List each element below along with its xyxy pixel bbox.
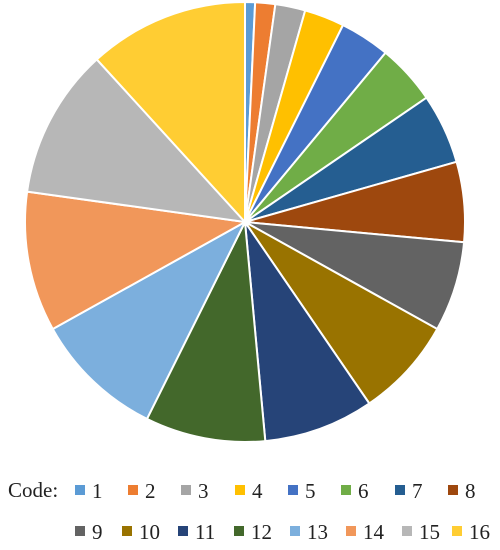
pie-slice-11 xyxy=(244,221,371,443)
legend-swatch-15 xyxy=(402,526,412,536)
legend-swatch-8 xyxy=(448,485,458,495)
legend-swatch-3 xyxy=(181,485,191,495)
pie-slice-12 xyxy=(145,221,267,443)
legend-label-1: 1 xyxy=(92,479,103,503)
pie-slice-15 xyxy=(26,58,246,223)
pie-slice-14 xyxy=(24,190,246,331)
legend-label-12: 12 xyxy=(251,520,272,544)
legend-swatch-13 xyxy=(290,526,300,536)
legend: Code: 1 2 3 4 5 6 7 89 10 11 12 13 14 15 16 xyxy=(8,478,490,544)
legend-swatch-9 xyxy=(75,526,85,536)
legend-label-16: 16 xyxy=(469,520,490,544)
pie-slice-16 xyxy=(95,1,246,223)
legend-swatch-14 xyxy=(346,526,356,536)
legend-swatch-6 xyxy=(341,485,351,495)
legend-swatch-5 xyxy=(288,485,298,495)
legend-label-5: 5 xyxy=(305,479,316,503)
legend-label-8: 8 xyxy=(465,479,476,503)
legend-label-6: 6 xyxy=(358,479,369,503)
legend-swatch-10 xyxy=(122,526,132,536)
legend-label-9: 9 xyxy=(92,520,103,544)
legend-label-11: 11 xyxy=(195,520,215,544)
legend-swatch-2 xyxy=(128,485,138,495)
legend-label-4: 4 xyxy=(252,479,263,503)
legend-swatch-11 xyxy=(178,526,188,536)
legend-label-13: 13 xyxy=(307,520,328,544)
legend-label-10: 10 xyxy=(139,520,160,544)
legend-swatch-1 xyxy=(75,485,85,495)
legend-swatch-12 xyxy=(234,526,244,536)
legend-swatch-4 xyxy=(235,485,245,495)
legend-label-14: 14 xyxy=(363,520,385,544)
legend-label-15: 15 xyxy=(419,520,440,544)
legend-label-7: 7 xyxy=(412,479,423,503)
legend-swatch-16 xyxy=(452,526,462,536)
legend-title: Code: xyxy=(8,478,58,502)
legend-label-2: 2 xyxy=(145,479,156,503)
pie-slices xyxy=(24,0,466,443)
pie-slice-10 xyxy=(244,221,439,405)
pie-slice-13 xyxy=(51,221,246,420)
legend-swatch-7 xyxy=(395,485,405,495)
legend-label-3: 3 xyxy=(198,479,209,503)
